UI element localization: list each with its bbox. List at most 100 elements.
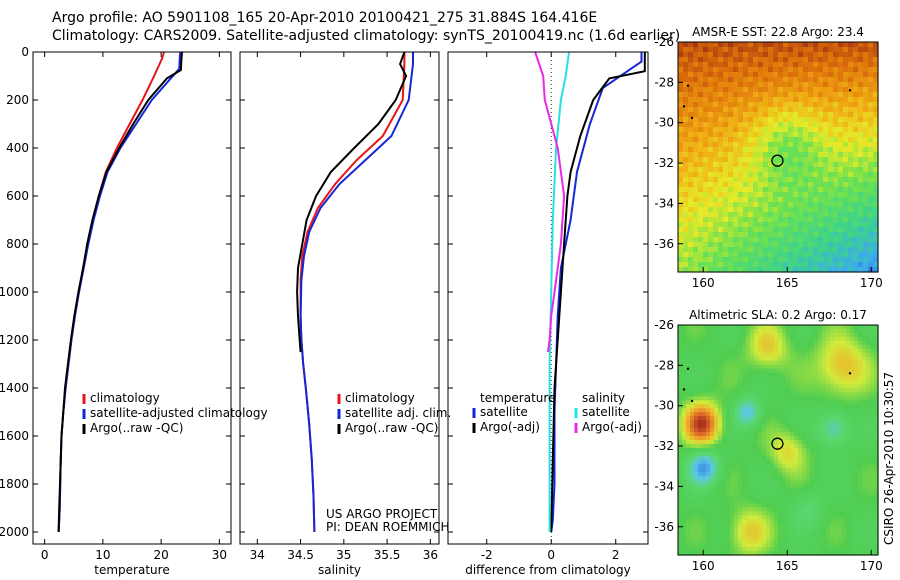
map-cell xyxy=(698,212,704,218)
map-cell xyxy=(703,152,709,158)
map-cell xyxy=(738,551,743,556)
map-cell xyxy=(698,202,704,208)
map-cell xyxy=(813,232,819,238)
map-cell xyxy=(788,182,794,188)
map-cell xyxy=(754,479,759,485)
map-cell xyxy=(778,117,784,123)
map-cell xyxy=(828,202,834,208)
map-cell xyxy=(858,57,864,63)
map-cell xyxy=(698,325,703,330)
map-cell xyxy=(738,257,744,263)
map-cell xyxy=(868,117,874,123)
map-cell xyxy=(843,217,849,223)
map-cell xyxy=(870,491,875,497)
map-cell xyxy=(866,483,871,489)
map-cell xyxy=(828,197,834,203)
map-cell xyxy=(708,247,714,253)
map-cell xyxy=(754,336,759,342)
map-cell xyxy=(722,416,727,421)
map-cell xyxy=(818,102,824,108)
y-tick-label: 200 xyxy=(6,93,29,107)
map-cell xyxy=(842,443,847,449)
map-cell xyxy=(718,523,723,528)
map-cell xyxy=(694,416,699,421)
map-cell xyxy=(778,447,783,453)
map-cell xyxy=(778,340,783,346)
map-cell xyxy=(713,57,719,63)
map-cell xyxy=(773,182,779,188)
map-cell xyxy=(710,440,715,445)
map-cell xyxy=(746,487,751,493)
map-cell xyxy=(734,408,739,413)
map-cell xyxy=(798,352,803,358)
map-cell xyxy=(723,87,729,93)
map-cell xyxy=(678,539,683,544)
map-cell xyxy=(678,416,683,421)
map-cell xyxy=(758,475,763,481)
map-cell xyxy=(808,122,814,128)
map-cell xyxy=(773,267,779,273)
map-cell xyxy=(698,187,704,193)
map-cell xyxy=(786,360,791,366)
map-cell xyxy=(793,167,799,173)
map-cell xyxy=(806,352,811,358)
map-cell xyxy=(678,52,684,58)
map-cell xyxy=(850,424,855,429)
map-cell xyxy=(710,416,715,421)
map-cell xyxy=(730,368,735,374)
map-cell xyxy=(753,227,759,233)
map-cell xyxy=(802,436,807,441)
map-cell xyxy=(682,455,687,461)
map-cell xyxy=(734,519,739,524)
map-cell xyxy=(788,232,794,238)
map-cell xyxy=(766,436,771,441)
map-cell xyxy=(866,551,871,556)
map-cell xyxy=(726,479,731,485)
map-cell xyxy=(718,352,723,358)
map-cell xyxy=(838,252,844,258)
map-cell xyxy=(693,142,699,148)
map-cell xyxy=(748,117,754,123)
map-cell xyxy=(798,172,804,178)
map-cell xyxy=(682,404,687,409)
map-cell xyxy=(758,451,763,457)
map-cell xyxy=(790,443,795,449)
map-cell xyxy=(870,440,875,445)
map-cell xyxy=(858,262,864,268)
map-cell xyxy=(682,424,687,429)
map-cell xyxy=(686,487,691,493)
map-cell xyxy=(768,152,774,158)
map-cell xyxy=(850,515,855,520)
map-cell xyxy=(798,404,803,409)
map-cell xyxy=(838,332,843,338)
map-cell xyxy=(843,247,849,253)
map-cell xyxy=(698,360,703,366)
map-cell xyxy=(686,515,691,520)
map-cell xyxy=(718,459,723,465)
map-cell xyxy=(683,227,689,233)
map-cell xyxy=(823,227,829,233)
map-cell xyxy=(862,527,867,532)
map-cell xyxy=(778,247,784,253)
map-cell xyxy=(846,416,851,421)
map-cell xyxy=(838,527,843,532)
map-cell xyxy=(846,368,851,374)
map-cell xyxy=(846,471,851,477)
map-cell xyxy=(814,364,819,370)
map-cell xyxy=(728,212,734,218)
map-cell xyxy=(766,539,771,544)
map-cell xyxy=(758,360,763,366)
map-cell xyxy=(766,404,771,409)
x-tick-label: 34.5 xyxy=(287,548,314,562)
map-cell xyxy=(870,551,875,556)
map-cell xyxy=(774,483,779,489)
map-cell xyxy=(838,487,843,493)
map-cell xyxy=(683,127,689,133)
map-cell xyxy=(690,459,695,465)
map-cell xyxy=(713,117,719,123)
map-cell xyxy=(758,262,764,268)
map-cell xyxy=(686,447,691,453)
map-cell xyxy=(746,336,751,342)
map-cell xyxy=(793,157,799,163)
map-cell xyxy=(722,443,727,449)
